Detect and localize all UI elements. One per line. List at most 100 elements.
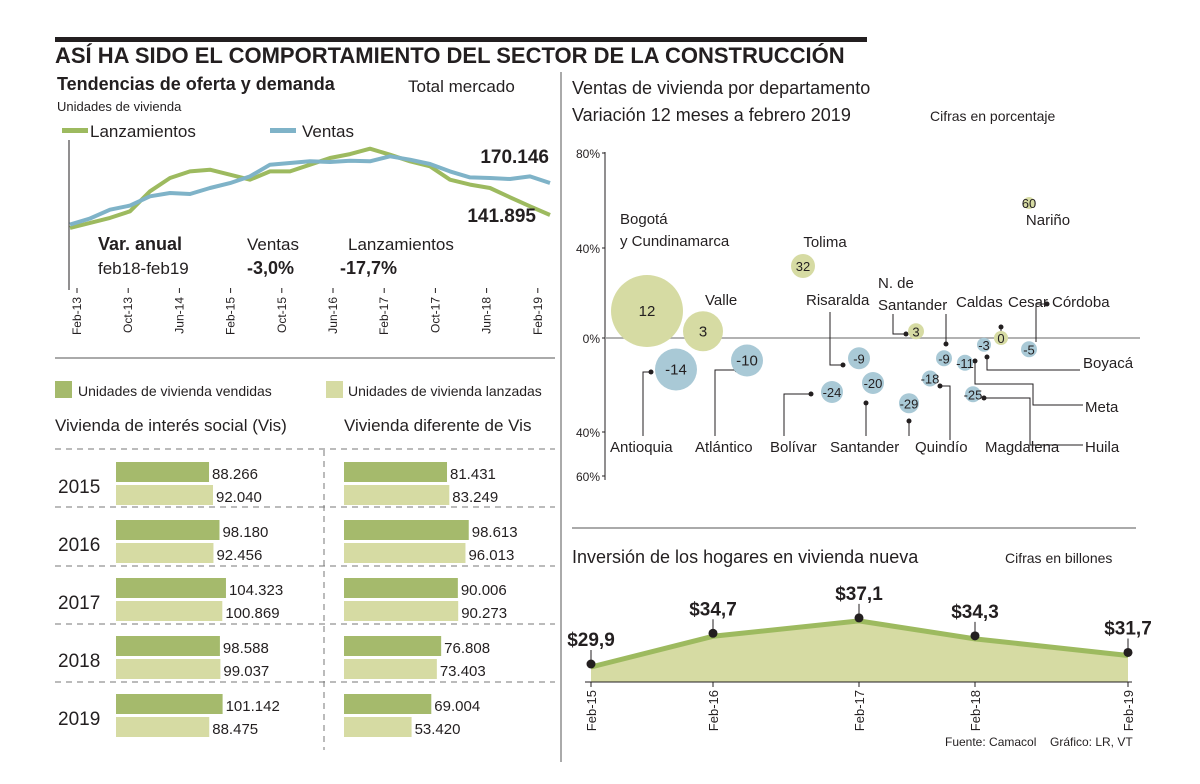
bubble [899, 393, 919, 414]
bar-lanzadas [344, 543, 466, 563]
bubble-label: y Cundinamarca [620, 233, 730, 250]
bar-lanzadas [116, 659, 221, 679]
bubble-value: 60 [1022, 196, 1036, 211]
bubble-label: Nariño [1026, 212, 1070, 229]
bar-value: 96.013 [468, 547, 514, 564]
bubble-label: Quindío [915, 439, 968, 456]
year-label: 2015 [58, 477, 100, 498]
bar-value: 98.613 [472, 524, 518, 541]
bar-lanzadas [116, 485, 214, 505]
data-point [854, 613, 864, 623]
title-rule [55, 37, 867, 42]
trend-right-label: Total mercado [408, 77, 515, 96]
series-line-lanzamientos [69, 146, 551, 230]
bubble-label: Meta [1085, 399, 1119, 416]
bar-value: 53.420 [415, 721, 461, 738]
bubble-value: 12 [639, 303, 656, 320]
leader-line [783, 393, 811, 436]
trend-subtitle: Unidades de vivienda [57, 99, 182, 114]
data-label: $31,7 [1104, 618, 1152, 639]
legend-swatch-ventas [270, 128, 296, 133]
data-label: $29,9 [567, 630, 615, 651]
bar-value: 88.266 [212, 466, 258, 483]
page-title: ASÍ HA SIDO EL COMPORTAMIENTO DEL SECTOR… [55, 43, 845, 68]
bar-value: 81.431 [450, 466, 496, 483]
leader-line [986, 357, 1080, 371]
bar-value: 98.588 [223, 640, 269, 657]
bubble [1021, 341, 1037, 358]
bubble-label: Magdalena [985, 439, 1060, 456]
bubble-label: Santander [878, 297, 947, 314]
leader-dot [984, 354, 990, 360]
bubble-label: Santander [830, 439, 899, 456]
leader-dot [840, 362, 846, 368]
ventas-end-label: 170.146 [480, 147, 549, 168]
bubble-label: Córdoba [1052, 294, 1110, 311]
depto-title: Ventas de vivienda por departamento [572, 78, 870, 98]
x-tick-label: Jun-18 [480, 297, 494, 334]
bar-vendidas [344, 520, 469, 540]
vis-title: Vivienda de interés social (Vis) [55, 416, 287, 435]
x-tick-label: Feb-16 [706, 690, 721, 731]
bar-value: 92.040 [216, 489, 262, 506]
series-line-ventas [69, 154, 551, 227]
bubble-label: Risaralda [806, 292, 870, 309]
leader-dot [998, 324, 1004, 330]
novis-title: Vivienda diferente de Vis [344, 416, 531, 435]
bubble-label: Bolívar [770, 439, 817, 456]
x-tick-label: Feb-19 [1121, 690, 1136, 731]
data-point [586, 659, 596, 669]
depto-subtitle: Variación 12 meses a febrero 2019 [572, 105, 851, 125]
bar-vendidas [116, 462, 210, 482]
x-tick-label: Feb-15 [224, 297, 238, 335]
area-fill [591, 620, 1128, 682]
year-label: 2019 [58, 709, 100, 730]
bubble-label: Antioquia [610, 439, 673, 456]
data-point [970, 631, 980, 641]
leader-line [984, 397, 1083, 446]
bubble-value: -5 [1023, 342, 1035, 357]
legend-lanzadas: Unidades de vivienda lanzadas [348, 383, 542, 399]
bubble [922, 370, 938, 387]
x-tick-label: Feb-13 [70, 297, 84, 335]
bubble-value: -9 [853, 351, 865, 366]
leader-dot [906, 418, 912, 424]
var-period: feb18-feb19 [98, 259, 189, 278]
leader-dot [937, 383, 943, 389]
bar-value: 88.475 [212, 721, 258, 738]
data-label: $34,7 [689, 599, 737, 620]
leader-line [974, 361, 1083, 406]
bar-vendidas [116, 578, 226, 598]
bubble-label: Huila [1085, 439, 1120, 456]
bubble [977, 337, 991, 352]
bar-vendidas [344, 694, 432, 714]
bubble [957, 354, 973, 371]
bar-charts: 2015 88.266 92.040 2016 98.180 92.456 2017 104.… [55, 448, 555, 738]
x-tick-label: Feb-17 [852, 690, 867, 731]
bubble-label: Atlántico [695, 439, 753, 456]
leader-dot [648, 369, 654, 375]
legend-ventas: Ventas [302, 122, 354, 141]
bar-vendidas [116, 520, 220, 540]
bubble [611, 275, 683, 347]
bar-vendidas [344, 578, 458, 598]
bar-vendidas [116, 636, 220, 656]
depto-units: Cifras en porcentaje [930, 108, 1056, 124]
legend-swatch-vendidas [55, 381, 72, 398]
bar-lanzadas [344, 601, 459, 621]
bubble-value: 3 [699, 323, 707, 340]
bar-value: 104.323 [229, 582, 283, 599]
legend-swatch-lanzadas [326, 381, 343, 398]
var-lanz-value: -17,7% [340, 258, 397, 278]
year-label: 2016 [58, 535, 100, 556]
bar-lanzadas [116, 717, 210, 737]
bar-value: 99.037 [223, 663, 269, 680]
bar-lanzadas [344, 717, 412, 737]
bubble-value: 3 [912, 324, 919, 339]
bubble [965, 386, 981, 403]
bar-value: 76.808 [444, 640, 490, 657]
x-tick-label: Feb-18 [968, 690, 983, 731]
leader-line [829, 312, 843, 366]
area-chart: $29,9 Feb-15 $34,7 Feb-16 $37,1 Feb-17 $34,3 Fe… [567, 584, 1152, 731]
leader-line [642, 371, 651, 436]
